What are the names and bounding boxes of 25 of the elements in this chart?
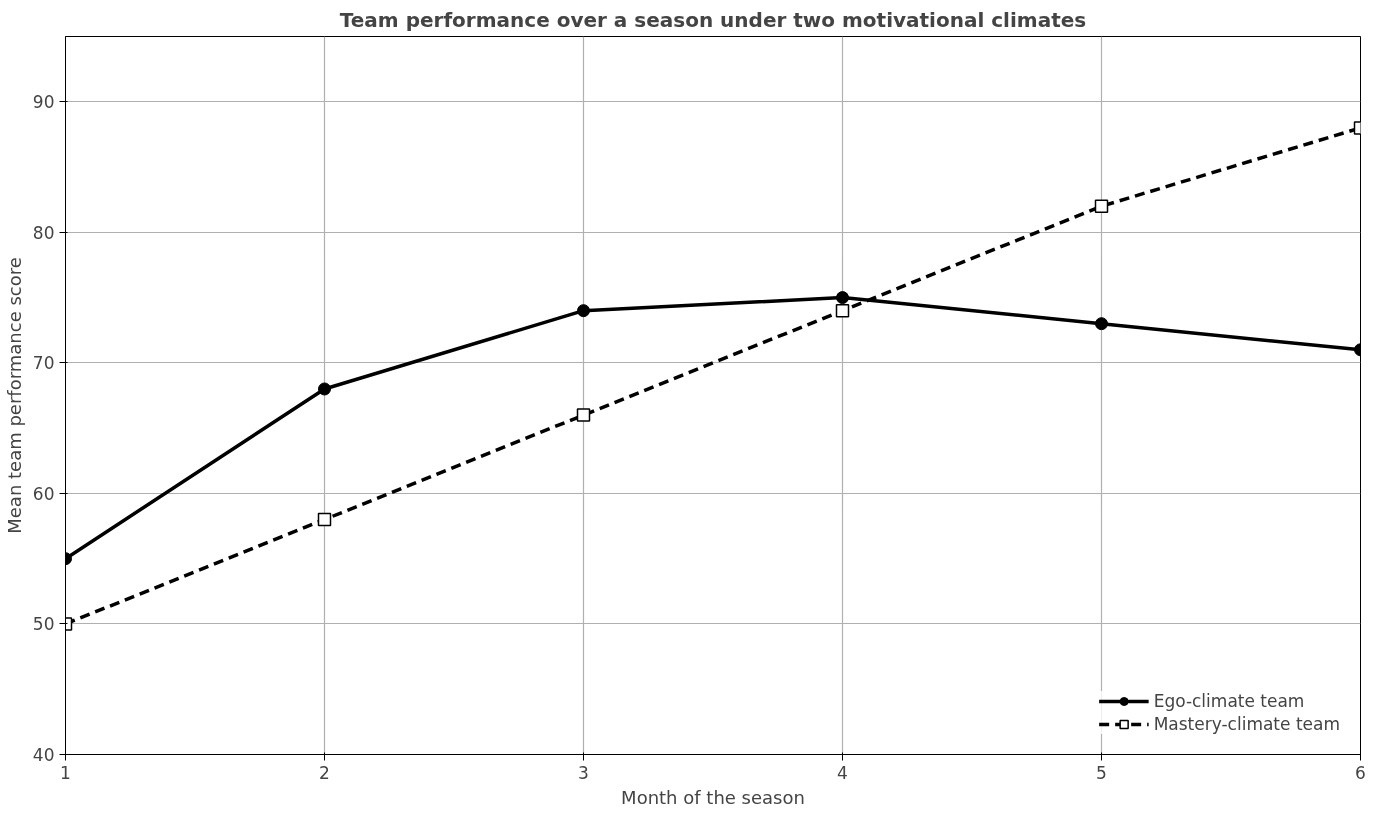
point [836, 291, 849, 305]
legend-label: Ego-climate team [1153, 691, 1305, 711]
legend-label: Mastery-climate team [1153, 714, 1340, 734]
y-tick-label: 50 [32, 614, 55, 635]
point [1095, 317, 1108, 331]
chart-title: Team performance over a season under two motivational climates [339, 7, 1087, 32]
x-tick-label: 2 [319, 762, 330, 783]
x-tick-label: 3 [578, 762, 589, 783]
y-axis-title: Mean team performance score [3, 257, 25, 534]
x-axis-title: Month of the season [621, 786, 805, 808]
x-tick-label: 6 [1355, 762, 1366, 783]
x-tick-label: 5 [1096, 762, 1107, 783]
point [576, 408, 591, 422]
y-tick-label: 90 [32, 92, 55, 113]
y-tick-label: 70 [32, 353, 55, 374]
point [317, 512, 332, 527]
y-tick-label: 60 [32, 483, 55, 504]
x-tick-label: 1 [60, 762, 71, 783]
point [835, 303, 850, 318]
y-tick-label: 80 [32, 222, 55, 243]
point [577, 304, 590, 318]
x-tick-label: 4 [837, 762, 848, 783]
point [1094, 199, 1109, 213]
point [318, 382, 331, 396]
y-tick-label: 40 [32, 745, 55, 765]
